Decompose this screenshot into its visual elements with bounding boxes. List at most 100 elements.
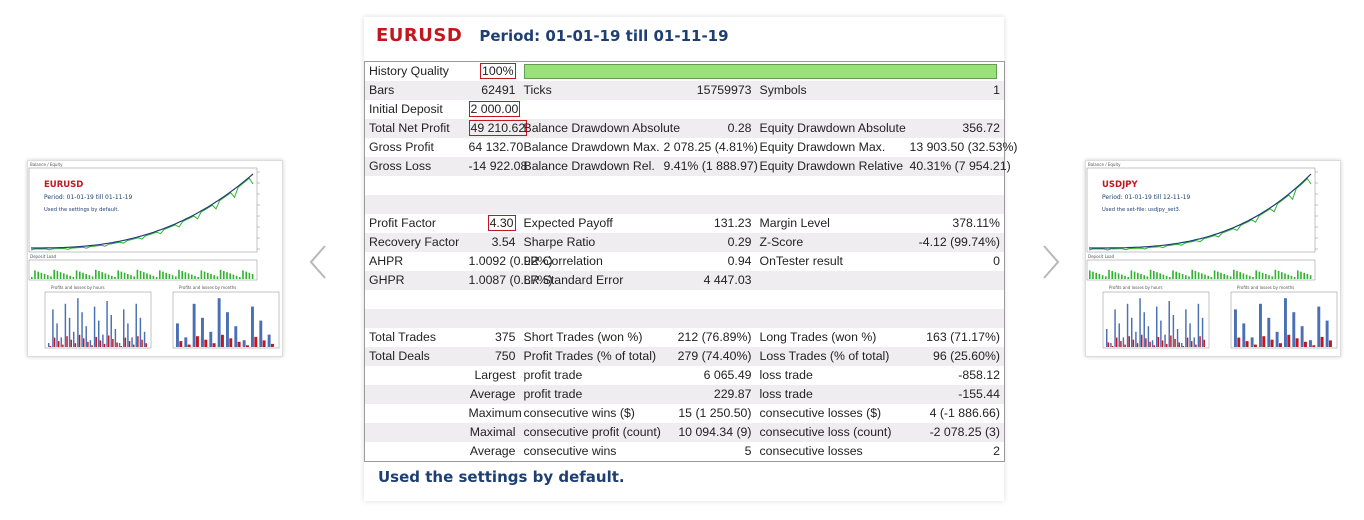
load-bar: [1149, 269, 1152, 279]
report-cell: 9.41% (1 888.97): [659, 157, 758, 176]
report-cell: [756, 290, 906, 309]
report-row: Total Net Profit 49 210.62 Balance Drawdow…: [364, 119, 1005, 138]
load-bar: [245, 271, 247, 279]
thumb-symbol: EURUSD: [44, 180, 83, 190]
report-row: Average consecutive wins 5 consecutive loss…: [365, 442, 1005, 462]
label: Equity Drawdown Absolute: [759, 121, 906, 135]
chevron: [309, 245, 326, 279]
report-thumbnail[interactable]: Balance / Equity EURUSD Period: 01-01-19 t…: [27, 160, 283, 357]
profit-bar: [131, 337, 133, 347]
value: 356.72: [962, 121, 1000, 135]
report-cell: Short Trades (won %): [520, 328, 660, 347]
thumb-period: Period: 01-01-19 till 01-11-19: [44, 194, 132, 201]
load-bar: [34, 270, 36, 279]
report-cell: 750: [464, 347, 520, 366]
loss-bar: [1128, 336, 1130, 347]
load-bar: [1226, 275, 1229, 279]
value: -858.12: [958, 368, 1000, 382]
report-cell: Total Deals: [364, 347, 465, 366]
profit-bar: [1139, 298, 1141, 347]
report-cell: [364, 423, 465, 442]
load-bar: [1197, 272, 1200, 279]
profit-bar: [226, 312, 229, 347]
prev-arrow[interactable]: [309, 244, 329, 280]
value: 375: [494, 330, 516, 344]
report-row: Average profit trade 229.87 loss trade -155.…: [364, 385, 1005, 404]
load-bar: [162, 271, 164, 279]
report-cell: consecutive profit (count): [519, 423, 661, 442]
profit-bar: [1267, 317, 1271, 347]
report-row: [365, 176, 1005, 195]
report-cell: Balance Drawdown Absolute: [519, 119, 680, 138]
report-cell: consecutive wins ($): [520, 404, 660, 423]
load-bar: [117, 270, 119, 279]
profit-bar: [1147, 326, 1150, 347]
report-cell: [756, 100, 906, 119]
loss-bar: [212, 343, 216, 347]
report-thumbnail[interactable]: Balance / Equity USDJPY Period: 01-01-19 t…: [1085, 160, 1341, 357]
profit-bar: [77, 298, 79, 347]
label: LR Standard Error: [523, 273, 624, 287]
report-row: Total Trades 375 Short Trades (won %) 212 (…: [365, 328, 1005, 347]
load-bar: [184, 272, 187, 279]
profit-bar: [234, 326, 238, 347]
load-bar: [1140, 274, 1142, 279]
loss-bar: [1166, 343, 1168, 347]
load-bar: [187, 273, 190, 279]
load-bar: [107, 274, 110, 279]
value: 0.28: [727, 121, 752, 135]
profit-bar: [1114, 309, 1116, 347]
loss-bar: [1270, 339, 1274, 347]
profit-bar: [110, 315, 112, 347]
report-cell: 5: [660, 442, 756, 462]
load-bar: [1290, 275, 1293, 279]
value: 1.0092 (0.92%): [468, 254, 553, 268]
loss-bar: [1237, 337, 1241, 347]
report-row: Gross Profit 64 132.70 Balance Drawdown Ma…: [365, 138, 1018, 157]
report-cell: 2 078.25 (4.81%): [660, 138, 758, 157]
load-bar: [133, 276, 135, 279]
report-cell: -155.44: [905, 385, 1005, 404]
load-bar: [1204, 274, 1206, 279]
report-cell: 2 000.00: [465, 100, 521, 119]
loss-bar: [187, 344, 191, 347]
loss-bar: [1116, 337, 1118, 347]
highlighted-value: 100%: [480, 63, 516, 79]
mini-label: Profits and losses by months: [1237, 285, 1294, 290]
profit-bar: [118, 343, 121, 347]
profit-bar: [201, 317, 204, 347]
report-cell: loss trade: [756, 366, 906, 385]
load-bar: [95, 269, 97, 279]
loss-bar: [1304, 341, 1307, 347]
thumb-note: Used the settings by default.: [44, 207, 119, 213]
load-bar: [79, 271, 81, 279]
load-bar: [1245, 274, 1248, 279]
loss-bar: [145, 343, 147, 347]
next-arrow[interactable]: [1040, 244, 1060, 280]
report-cell: 3.54: [464, 233, 520, 252]
load-bar: [31, 277, 33, 279]
loss-bar: [237, 341, 241, 347]
profit-bar: [1325, 320, 1329, 347]
loss-bar: [1182, 346, 1185, 347]
loss-bar: [53, 337, 56, 347]
load-bar: [1172, 270, 1174, 279]
report-row: [364, 309, 1005, 328]
loss-bar: [1287, 334, 1291, 347]
report-cell: Bars: [364, 81, 465, 100]
thumb-period: Period: 01-01-19 till 12-11-19: [1102, 194, 1190, 201]
load-bar: [91, 276, 94, 279]
report-cell: 4 447.03: [659, 271, 756, 290]
loss-bar: [221, 334, 224, 347]
load-bar: [37, 271, 39, 279]
load-bar: [56, 271, 59, 279]
report-row: Maximum consecutive wins ($) 15 (1 250.50)…: [365, 404, 1005, 423]
load-bar: [210, 274, 212, 279]
report-cell: Sharpe Ratio: [519, 233, 660, 252]
loss-bar: [95, 336, 97, 347]
report-cell: [906, 176, 1005, 195]
label: Sharpe Ratio: [523, 235, 596, 249]
profit-bar: [127, 323, 129, 347]
value: 1: [993, 83, 1000, 97]
thumb-symbol: USDJPY: [1102, 180, 1138, 190]
